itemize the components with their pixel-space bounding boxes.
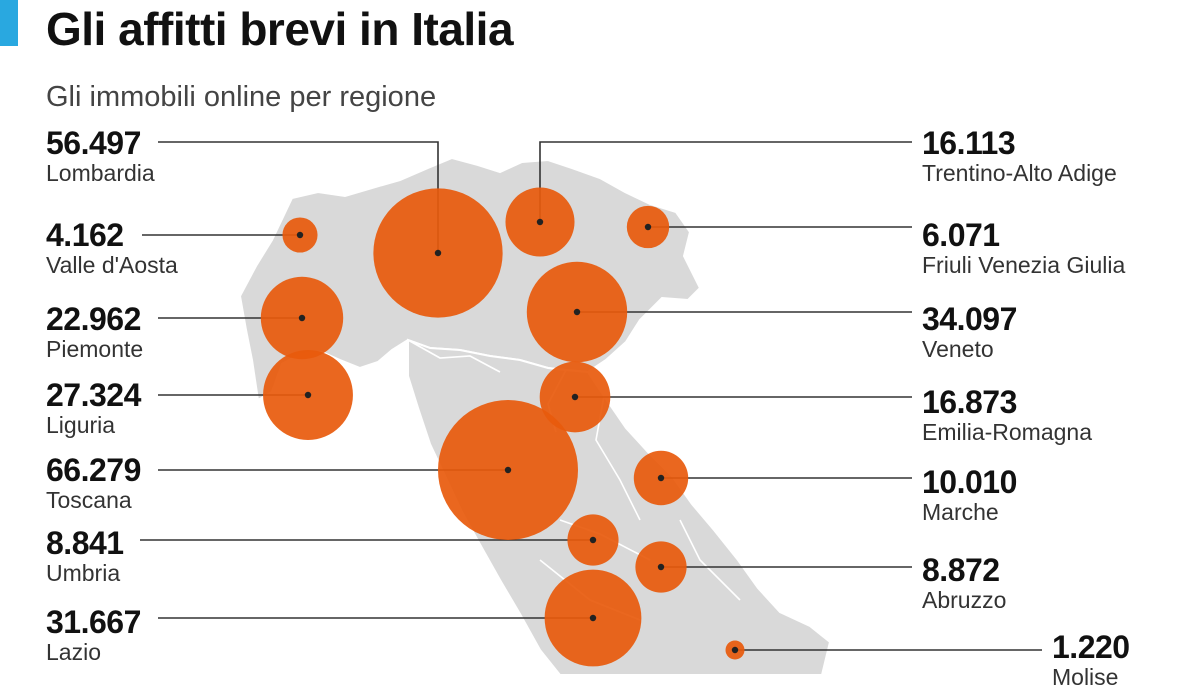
region-value: 34.097 bbox=[922, 301, 1017, 337]
anchor-dot-marche bbox=[657, 474, 665, 482]
anchor-dot-umbria bbox=[589, 536, 597, 544]
region-name: Piemonte bbox=[46, 336, 144, 362]
region-value: 16.873 bbox=[922, 384, 1017, 420]
region-value: 22.962 bbox=[46, 301, 141, 337]
region-value: 56.497 bbox=[46, 125, 141, 161]
region-label-lazio: 31.667 Lazio bbox=[46, 605, 141, 665]
region-value: 66.279 bbox=[46, 452, 141, 488]
region-name: Umbria bbox=[46, 560, 121, 586]
region-name: Lombardia bbox=[46, 160, 155, 186]
region-value: 8.872 bbox=[922, 552, 1000, 588]
anchor-dot-lazio bbox=[589, 614, 597, 622]
anchor-dot-valle bbox=[296, 231, 304, 239]
region-label-trentino: 16.113 Trentino-Alto Adige bbox=[922, 126, 1117, 186]
anchor-dot-liguria bbox=[304, 391, 312, 399]
region-value: 8.841 bbox=[46, 525, 124, 561]
anchor-dot-toscana bbox=[504, 466, 512, 474]
anchor-dot-friuli bbox=[644, 223, 652, 231]
region-value: 10.010 bbox=[922, 464, 1017, 500]
italy-map bbox=[140, 141, 1042, 675]
page-title: Gli affitti brevi in Italia bbox=[46, 3, 514, 55]
anchor-dot-emilia bbox=[571, 393, 579, 401]
region-name: Emilia-Romagna bbox=[922, 419, 1093, 445]
anchor-dot-lombardia bbox=[434, 249, 442, 257]
region-label-liguria: 27.324 Liguria bbox=[46, 378, 141, 438]
region-value: 6.071 bbox=[922, 217, 1000, 253]
region-label-marche: 10.010 Marche bbox=[922, 465, 1017, 525]
region-name: Friuli Venezia Giulia bbox=[922, 252, 1126, 278]
region-label-emilia: 16.873 Emilia-Romagna bbox=[922, 385, 1092, 445]
region-value: 31.667 bbox=[46, 604, 141, 640]
region-label-valle: 4.162 Valle d'Aosta bbox=[46, 218, 178, 278]
region-name: Liguria bbox=[46, 412, 116, 438]
region-name: Marche bbox=[922, 499, 999, 525]
region-label-abruzzo: 8.872 Abruzzo bbox=[922, 553, 1006, 613]
anchor-dot-molise bbox=[731, 646, 739, 654]
region-label-toscana: 66.279 Toscana bbox=[46, 453, 141, 513]
region-label-piemonte: 22.962 Piemonte bbox=[46, 302, 143, 362]
region-label-veneto: 34.097 Veneto bbox=[922, 302, 1017, 362]
anchor-dot-abruzzo bbox=[657, 563, 665, 571]
region-name: Molise bbox=[1052, 664, 1119, 690]
region-value: 4.162 bbox=[46, 217, 124, 253]
anchor-dot-piemonte bbox=[298, 314, 306, 322]
anchor-dot-veneto bbox=[573, 308, 581, 316]
region-name: Abruzzo bbox=[922, 587, 1007, 613]
accent-bar bbox=[0, 0, 18, 46]
page-subtitle: Gli immobili online per regione bbox=[46, 81, 437, 113]
region-value: 27.324 bbox=[46, 377, 141, 413]
region-value: 16.113 bbox=[922, 125, 1016, 161]
region-value: 1.220 bbox=[1052, 629, 1130, 665]
anchor-dots bbox=[296, 218, 739, 654]
region-label-lombardia: 56.497 Lombardia bbox=[46, 126, 155, 186]
region-name: Trentino-Alto Adige bbox=[922, 160, 1117, 186]
region-label-molise: 1.220 Molise bbox=[1052, 630, 1130, 690]
region-name: Veneto bbox=[922, 336, 994, 362]
region-name: Toscana bbox=[46, 487, 132, 513]
anchor-dot-trentino bbox=[536, 218, 544, 226]
region-label-friuli: 6.071 Friuli Venezia Giulia bbox=[922, 218, 1125, 278]
region-name: Valle d'Aosta bbox=[46, 252, 178, 278]
region-label-umbria: 8.841 Umbria bbox=[46, 526, 124, 586]
region-name: Lazio bbox=[46, 639, 101, 665]
